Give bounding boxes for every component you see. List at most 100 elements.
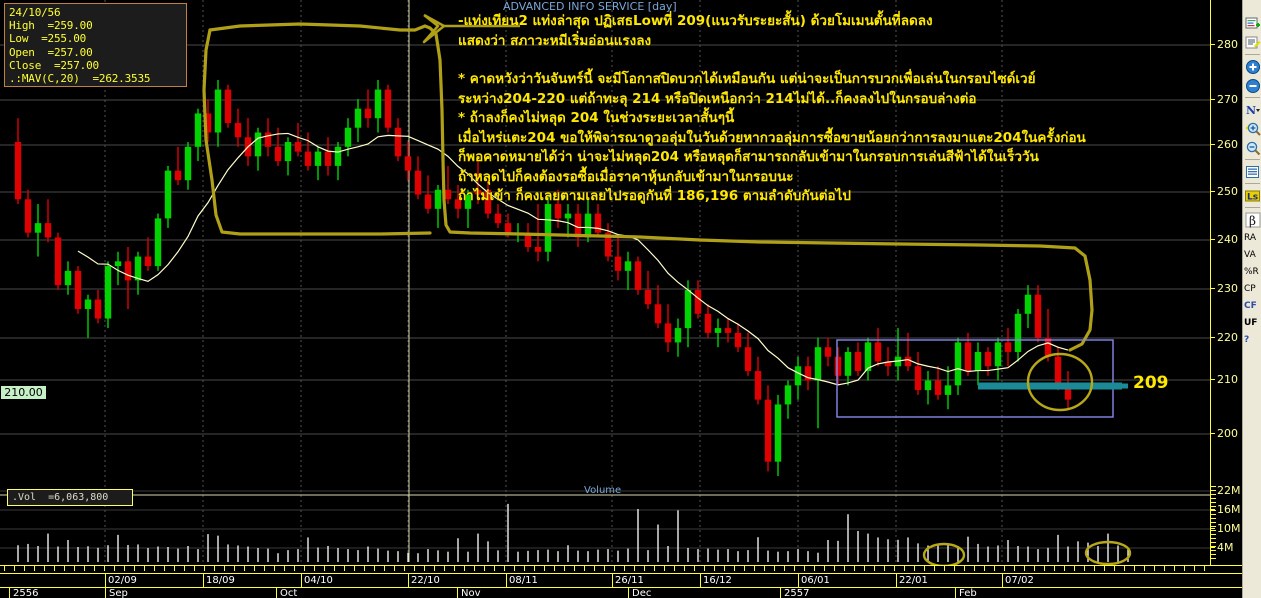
candle-body — [804, 366, 812, 381]
help-indicator[interactable]: ? — [1244, 334, 1250, 345]
date-label: 18/09 — [203, 574, 235, 588]
date-minor-tick — [124, 566, 125, 571]
toolbar-separator — [1245, 183, 1260, 184]
date-label: 26/11 — [612, 574, 644, 588]
zoom-out-minus-icon[interactable] — [1243, 76, 1261, 95]
axis-minor-tick — [1211, 506, 1216, 507]
candle-body — [684, 289, 692, 329]
date-minor-tick — [224, 566, 225, 571]
date-minor-tick — [244, 566, 245, 571]
ra-indicator[interactable]: RA — [1244, 232, 1257, 243]
date-minor-tick — [404, 566, 405, 571]
date-minor-tick — [814, 566, 815, 571]
date-minor-tick — [64, 566, 65, 571]
new-chart-icon[interactable] — [1243, 14, 1261, 33]
toolbar-scroll-up[interactable] — [1243, 0, 1261, 14]
candle-body — [214, 89, 222, 133]
percent-r-indicator[interactable]: %R — [1244, 266, 1259, 277]
date-label: 16/12 — [700, 574, 732, 588]
cp-indicator[interactable]: CP — [1244, 283, 1256, 294]
date-minor-tick — [754, 566, 755, 571]
toolbar-separator — [1245, 207, 1260, 208]
candle-body — [704, 313, 712, 333]
pointer-dropdown-icon[interactable]: N — [1243, 100, 1261, 119]
candle-body — [154, 218, 162, 267]
date-minor-tick — [1104, 566, 1105, 571]
price-tick-200: 200 — [1211, 427, 1238, 440]
price-tick-260: 260 — [1211, 138, 1238, 151]
beta-indicator-icon[interactable]: β — [1243, 210, 1261, 229]
candle-body — [634, 261, 642, 290]
candle-body — [164, 170, 172, 219]
uf-indicator[interactable]: UF — [1244, 317, 1258, 328]
candle-body — [574, 213, 582, 238]
candle-body — [264, 132, 272, 147]
candle-body — [494, 213, 502, 224]
volume-circle-1[interactable] — [922, 542, 966, 565]
ohlc-close: Close =257.00 — [9, 58, 99, 72]
edit-note-icon[interactable] — [1243, 33, 1261, 52]
date-minor-tick — [1074, 566, 1075, 571]
date-minor-tick — [714, 566, 715, 571]
date-minor-tick — [894, 566, 895, 571]
candle-body — [34, 223, 42, 233]
price-tick-240: 240 — [1211, 233, 1238, 246]
date-minor-tick — [1194, 566, 1195, 571]
date-minor-tick — [204, 566, 205, 571]
date-minor-tick — [1004, 566, 1005, 571]
zoom-in-plus-icon[interactable] — [1243, 57, 1261, 76]
axis-minor-tick — [1211, 530, 1216, 531]
date-minor-tick — [764, 566, 765, 571]
ohlc-high: High =259.00 — [9, 19, 93, 33]
toolbar-separator — [1245, 159, 1260, 160]
price-chart-canvas[interactable] — [0, 0, 1210, 565]
cf-indicator[interactable]: CF — [1244, 300, 1257, 311]
price-axis[interactable]: 280 270 260 250 240 230 220 210 200 22M 16M 10M 4M — [1210, 0, 1242, 565]
magnifier-plus-icon[interactable] — [1243, 119, 1261, 138]
candle-body — [284, 142, 292, 162]
date-minor-tick — [804, 566, 805, 571]
date-minor-tick — [744, 566, 745, 571]
date-minor-tick — [274, 566, 275, 571]
date-minor-tick — [374, 566, 375, 571]
axis-minor-tick — [1211, 526, 1216, 527]
volume-circle-2[interactable] — [1084, 540, 1132, 565]
candle-body — [324, 151, 332, 166]
date-minor-tick — [1024, 566, 1025, 571]
date-minor-tick — [1064, 566, 1065, 571]
latest-candles-circle[interactable] — [1026, 352, 1094, 412]
date-minor-tick — [1054, 566, 1055, 571]
candle-body — [924, 380, 932, 391]
va-indicator[interactable]: VA — [1244, 249, 1256, 260]
candle-body — [694, 289, 702, 314]
date-minor-tick — [904, 566, 905, 571]
date-minor-tick — [254, 566, 255, 571]
list-view-icon[interactable] — [1243, 162, 1261, 181]
volume-tick-10M: 10M — [1211, 522, 1241, 535]
magnifier-minus-icon[interactable] — [1243, 138, 1261, 157]
date-minor-tick — [554, 566, 555, 571]
candle-body — [724, 328, 732, 333]
axis-minor-tick — [1211, 490, 1216, 491]
candle-body — [1044, 337, 1052, 357]
date-label: 22/10 — [408, 574, 440, 588]
date-minor-tick — [1134, 566, 1135, 571]
candle-body — [444, 189, 452, 200]
candle-body — [734, 332, 742, 348]
chart-title: ADVANCED INFO SERVICE [day] — [503, 0, 677, 13]
ls-indicator-icon[interactable]: Ls — [1243, 186, 1261, 205]
sideway-box[interactable] — [836, 339, 1114, 418]
date-minor-tick — [684, 566, 685, 571]
candle-body — [434, 189, 442, 209]
candle-body — [74, 270, 82, 310]
date-minor-tick — [1124, 566, 1125, 571]
pointer-arrow-icon — [422, 13, 446, 44]
right-toolbar[interactable]: N Ls β RA VA %R CP CF UF? — [1242, 0, 1261, 598]
date-minor-tick — [434, 566, 435, 571]
date-minor-tick — [624, 566, 625, 571]
date-axis[interactable]: 02/09 18/09 04/10 22/10 08/11 26/11 16/12 06/01… — [0, 565, 1242, 598]
date-minor-tick — [4, 566, 5, 571]
axis-minor-tick — [1211, 502, 1216, 503]
candle-body — [874, 342, 882, 362]
volume-tick-22M: 22M — [1211, 484, 1241, 497]
